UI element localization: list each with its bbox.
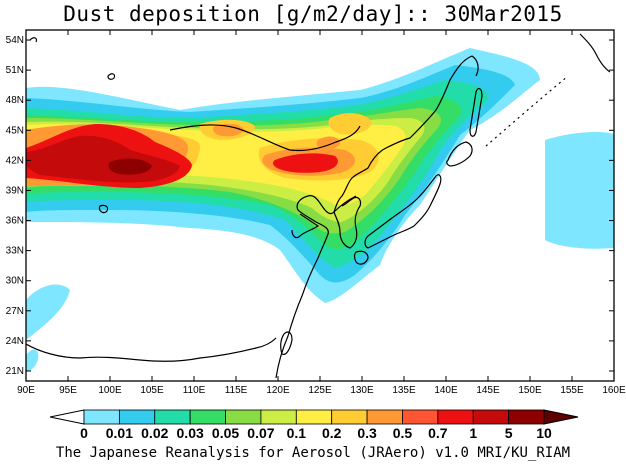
colorbar-label: 0.1 xyxy=(287,425,307,441)
credit-line: The Japanese Reanalysis for Aerosol (JRA… xyxy=(55,445,571,461)
colorbar-label: 0.3 xyxy=(357,425,377,441)
lake-2 xyxy=(98,204,109,214)
lat-tick-label: 48N xyxy=(6,95,24,106)
lat-tick-label: 51N xyxy=(6,65,24,76)
lon-tick-label: 155E xyxy=(560,385,584,396)
korea-coast xyxy=(333,196,362,249)
lon-tick-label: 140E xyxy=(434,385,458,396)
kazakh-coast xyxy=(29,37,38,43)
contour-0-5-ne xyxy=(328,113,372,135)
colorbar-swatch xyxy=(402,409,439,425)
colorbar-label: 0.07 xyxy=(247,425,274,441)
colorbar-label: 0 xyxy=(80,425,88,441)
japan-hokkaido xyxy=(446,141,473,167)
lon-tick-label: 90E xyxy=(17,385,35,396)
colorbar-swatch xyxy=(437,409,474,425)
lat-tick-label: 27N xyxy=(6,306,24,317)
dust-field xyxy=(26,48,614,372)
lon-tick-label: 95E xyxy=(59,385,77,396)
kamchatka xyxy=(579,33,611,73)
lon-tick-label: 100E xyxy=(98,385,122,396)
latitude-axis: 21N 24N 27N 30N 33N 36N 39N 42N 45N 48N 51N 54N xyxy=(6,35,614,377)
lat-tick-label: 24N xyxy=(6,336,24,347)
lat-tick-label: 21N xyxy=(6,366,24,377)
colorbar-swatch xyxy=(154,409,191,425)
colorbar-label: 0.05 xyxy=(212,425,239,441)
colorbar-swatch xyxy=(295,409,333,425)
lon-tick-label: 135E xyxy=(392,385,416,396)
colorbar: 0 0.01 0.02 0.03 0.05 0.07 0.1 0.2 0.3 0.5 0.7 1 5 10 xyxy=(49,409,579,441)
lon-tick-label: 160E xyxy=(602,385,626,396)
lat-tick-label: 45N xyxy=(6,125,24,136)
contour-0-01-japan xyxy=(545,132,614,249)
lat-tick-label: 36N xyxy=(6,216,24,227)
contour-0-7-small xyxy=(213,123,244,137)
colorbar-label: 10 xyxy=(536,425,552,441)
lat-tick-label: 30N xyxy=(6,276,24,287)
lon-tick-label: 105E xyxy=(140,385,164,396)
colorbar-swatch xyxy=(189,409,226,425)
lon-tick-label: 120E xyxy=(266,385,290,396)
colorbar-swatch xyxy=(260,409,297,425)
contour-1-mongolia xyxy=(272,153,338,173)
colorbar-label: 0.2 xyxy=(322,425,342,441)
shandong-coast xyxy=(291,213,320,239)
lon-tick-label: 145E xyxy=(476,385,500,396)
colorbar-label: 0.01 xyxy=(106,425,133,441)
coastlines xyxy=(26,33,611,379)
south-china-coast xyxy=(26,337,277,362)
japan-kyushu xyxy=(353,250,369,265)
mongolia-border xyxy=(169,124,361,152)
lon-tick-label: 130E xyxy=(350,385,374,396)
taiwan xyxy=(280,331,293,355)
colorbar-swatch xyxy=(366,409,403,425)
colorbar-underflow-triangle xyxy=(49,409,85,425)
colorbar-swatch xyxy=(472,409,510,425)
colorbar-swatch xyxy=(225,409,262,425)
colorbar-label: 0.5 xyxy=(393,425,413,441)
lat-tick-label: 39N xyxy=(6,185,24,196)
longitude-axis: 90E 95E 100E 105E 110E 115E 120E 125E 130E 135E 14… xyxy=(17,30,626,396)
sakhalin xyxy=(469,87,483,137)
colorbar-label: 0.7 xyxy=(428,425,448,441)
contour-0-7-small2 xyxy=(316,136,340,150)
korea-border xyxy=(333,195,357,213)
lat-tick-label: 54N xyxy=(6,35,24,46)
japan-honshu xyxy=(364,174,442,249)
lake-baikal xyxy=(107,73,116,80)
lat-tick-label: 42N xyxy=(6,155,24,166)
colorbar-swatch xyxy=(118,409,156,425)
colorbar-swatch xyxy=(83,409,120,425)
map-title: Dust deposition [g/m2/day]:: 30Mar2015 xyxy=(63,2,563,26)
colorbar-overflow-triangle xyxy=(543,409,579,425)
colorbar-label: 0.03 xyxy=(177,425,204,441)
lat-tick-label: 33N xyxy=(6,246,24,257)
contour-0-01-south xyxy=(26,284,70,340)
lon-tick-label: 115E xyxy=(225,385,248,396)
contour-0-01-tibet xyxy=(26,349,39,372)
colorbar-label: 5 xyxy=(505,425,513,441)
contour-5-inner xyxy=(108,158,152,175)
colorbar-label: 1 xyxy=(469,425,477,441)
lon-tick-label: 150E xyxy=(518,385,542,396)
colorbar-swatch xyxy=(331,409,368,425)
colorbar-swatch xyxy=(508,409,545,425)
lon-tick-label: 110E xyxy=(183,385,206,396)
lon-tick-label: 125E xyxy=(308,385,332,396)
colorbar-label: 0.02 xyxy=(141,425,168,441)
